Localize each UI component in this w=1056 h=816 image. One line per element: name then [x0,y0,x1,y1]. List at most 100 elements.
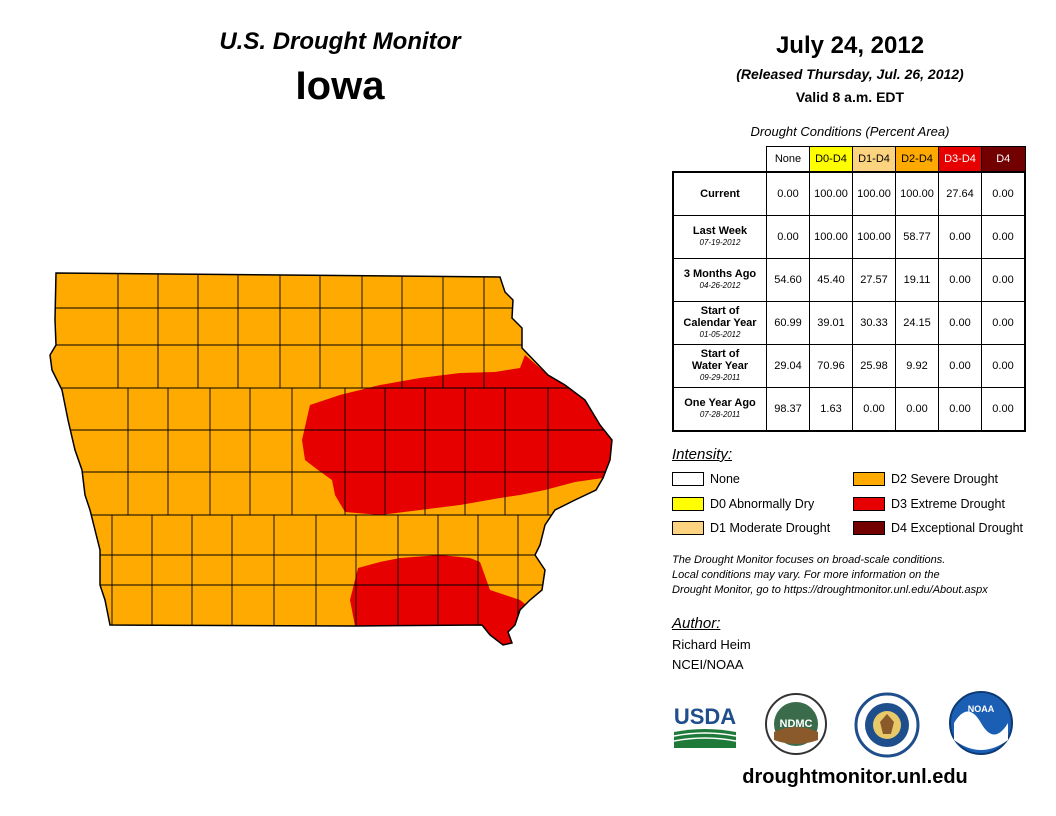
column-header-d3-d4: D3-D4 [938,146,982,173]
table-cell: 30.33 [852,301,896,345]
author-name: Richard Heim [672,637,751,652]
table-cell: 0.00 [938,258,982,302]
table-cell: 19.11 [895,258,939,302]
row-label: Current [672,171,767,216]
table-cell: 100.00 [852,171,896,216]
note-line: The Drought Monitor focuses on broad-sca… [672,554,946,566]
iowa-state-outline [49,272,613,646]
table-cell: 0.00 [981,301,1026,345]
table-cell: 25.98 [852,344,896,388]
column-header-d2-d4: D2-D4 [895,146,939,173]
row-date: 04-26-2012 [699,281,741,290]
table-cell: 0.00 [981,387,1026,432]
d3-extreme-drought-area-east [302,355,612,515]
table-cell: 60.99 [766,301,810,345]
table-row: Last Week 07-19-2012 0.00 100.00 100.00 5… [672,215,1026,259]
table-cell: 0.00 [981,344,1026,388]
drought-conditions-table: None D0-D4 D1-D4 D2-D4 D3-D4 D4 Current … [672,146,1026,432]
legend-item-d1: D1 Moderate Drought [672,521,830,535]
table-cell: 39.01 [809,301,853,345]
table-cell: 1.63 [809,387,853,432]
column-header-d0-d4: D0-D4 [809,146,853,173]
table-row: One Year Ago 07-28-2011 98.37 1.63 0.00 0… [672,387,1026,432]
table-cell: 100.00 [809,215,853,259]
table-cell: 0.00 [938,387,982,432]
table-cell: 0.00 [938,215,982,259]
table-cell: 0.00 [895,387,939,432]
legend-label: D0 Abnormally Dry [710,497,815,511]
county-boundaries [50,273,612,630]
svg-text:NOAA: NOAA [968,704,995,714]
table-cell: 0.00 [852,387,896,432]
table-cell: 98.37 [766,387,810,432]
legend-swatch [853,521,885,535]
legend-swatch [672,472,704,486]
legend-swatch [853,497,885,511]
website-url: droughtmonitor.unl.edu [742,766,968,788]
legend-label: None [710,472,740,486]
row-date: 07-19-2012 [699,238,741,247]
svg-text:USDA: USDA [674,704,736,729]
svg-text:NDMC: NDMC [780,718,813,730]
table-cell: 27.57 [852,258,896,302]
table-cell: 0.00 [938,344,982,388]
author-title: Author: [672,615,721,632]
legend-label: D1 Moderate Drought [710,521,831,535]
column-header-d1-d4: D1-D4 [852,146,896,173]
note-line: Drought Monitor, go to https://droughtmo… [672,584,988,596]
legend-label: D3 Extreme Drought [891,497,1005,511]
conditions-table-title: Drought Conditions (Percent Area) [750,124,950,139]
row-label: One Year Ago 07-28-2011 [672,387,767,432]
legend-label: D2 Severe Drought [891,472,999,486]
legend-swatch [672,497,704,511]
table-cell: 58.77 [895,215,939,259]
ndmc-logo: NDMC [765,693,827,755]
table-cell: 100.00 [895,171,939,216]
table-cell: 24.15 [895,301,939,345]
table-cell: 9.92 [895,344,939,388]
table-row: Start of Calendar Year 01-05-2012 60.99 39… [672,301,1026,345]
table-header-row: None D0-D4 D1-D4 D2-D4 D3-D4 D4 [673,146,1026,173]
column-header-d4: D4 [981,146,1026,173]
valid-time: Valid 8 a.m. EDT [795,89,905,105]
disclaimer-note: The Drought Monitor focuses on broad-sca… [672,553,1052,598]
table-cell: 45.40 [809,258,853,302]
legend-item-d0: D0 Abnormally Dry [672,497,814,511]
iowa-drought-map [49,272,613,646]
state-name: Iowa [295,64,385,108]
table-cell: 0.00 [766,215,810,259]
table-cell: 0.00 [981,215,1026,259]
legend-item-d2: D2 Severe Drought [853,472,998,486]
usda-logo: USDA [674,704,736,748]
legend-swatch [853,472,885,486]
legend-item-d3: D3 Extreme Drought [853,497,1005,511]
table-cell: 27.64 [938,171,982,216]
table-cell: 100.00 [809,171,853,216]
row-date: 09-29-2011 [699,373,741,382]
release-date: (Released Thursday, Jul. 26, 2012) [736,66,964,82]
table-cell: 0.00 [766,171,810,216]
legend-label: D4 Exceptional Drought [891,521,1024,535]
legend-swatch [672,521,704,535]
table-cell: 70.96 [809,344,853,388]
table-cell: 0.00 [938,301,982,345]
table-cell: 0.00 [981,171,1026,216]
table-cell: 29.04 [766,344,810,388]
table-row: Start of Water Year 09-29-2011 29.04 70.96… [672,344,1026,388]
table-row: Current 0.00 100.00 100.00 100.00 27.64 … [672,171,1026,216]
row-label: Last Week 07-19-2012 [672,215,767,259]
table-cell: 54.60 [766,258,810,302]
table-row: 3 Months Ago 04-26-2012 54.60 45.40 27.57… [672,258,1026,302]
legend-item-none: None [672,472,740,486]
map-title: U.S. Drought Monitor [219,28,461,55]
row-date: 01-05-2012 [699,330,741,339]
column-header-none: None [766,146,810,173]
d3-extreme-drought-area-south [350,555,530,645]
legend-title: Intensity: [672,446,733,463]
row-label: 3 Months Ago 04-26-2012 [672,258,767,302]
row-label: Start of Water Year 09-29-2011 [672,344,767,388]
author-org: NCEI/NOAA [672,657,744,672]
report-date: July 24, 2012 [775,32,925,59]
noaa-logo: NOAA [949,691,1013,755]
commerce-seal-logo [854,692,920,758]
